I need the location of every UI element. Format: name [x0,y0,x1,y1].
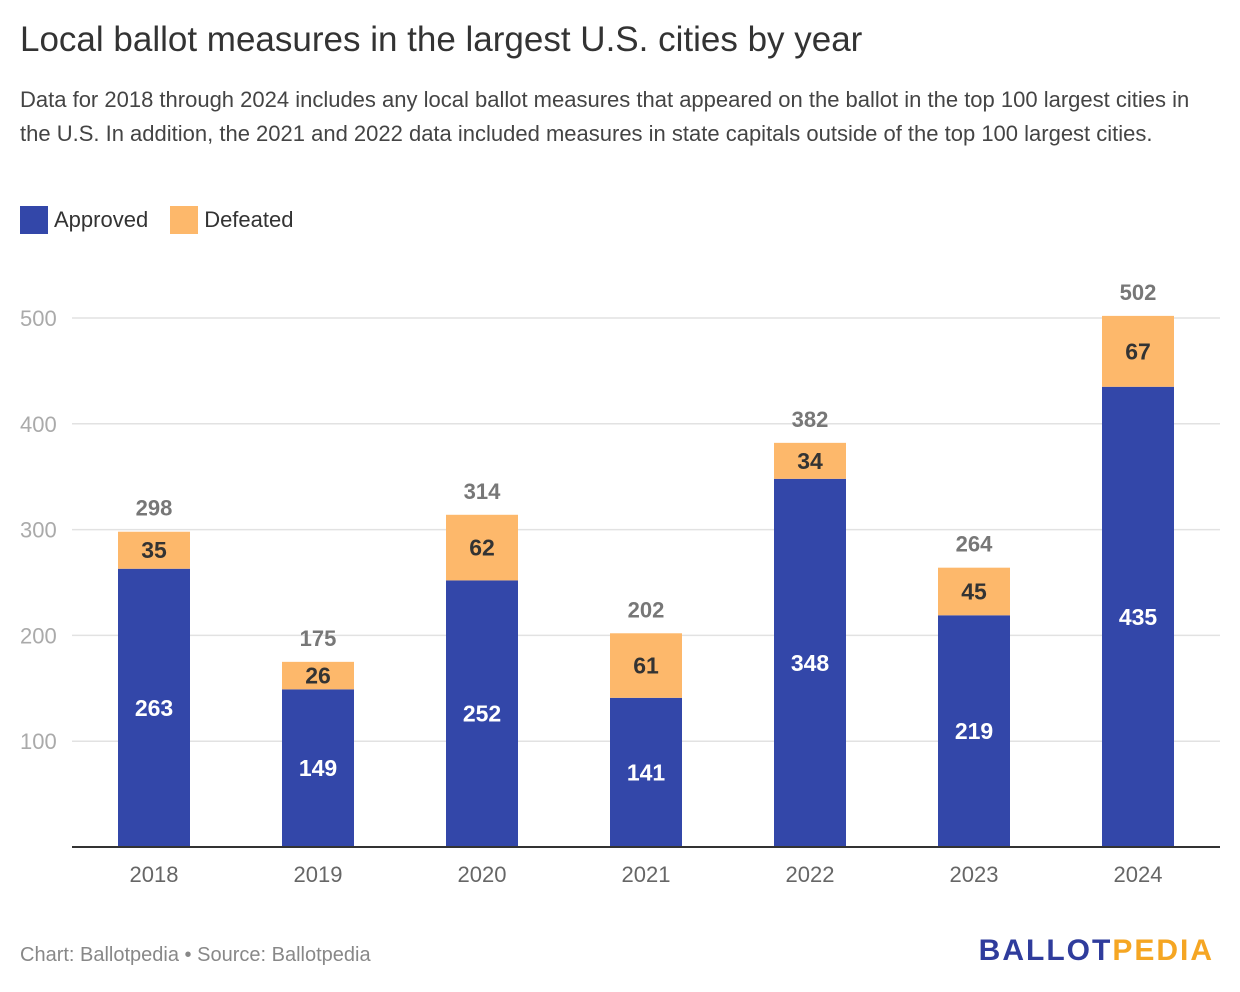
x-tick-label: 2018 [130,862,179,887]
bar-approved [774,478,846,847]
logo-part-pedia: PEDIA [1112,934,1214,967]
data-label-total: 502 [1120,280,1157,305]
bar-defeated [938,567,1010,616]
bar-defeated [1102,315,1174,387]
footer-credit: Chart: Ballotpedia [20,944,179,966]
data-label-defeated: 61 [633,653,659,679]
logo-part-ballot: BALLOT [978,934,1113,967]
data-label-approved: 435 [1119,604,1158,630]
data-label-defeated: 62 [469,535,495,561]
bar-defeated [118,531,190,569]
x-tick-label: 2022 [786,862,835,887]
data-label-total: 382 [792,407,829,432]
bar-approved [1102,386,1174,847]
y-tick-label: 300 [20,518,57,543]
legend-label-approved: Approved [54,207,149,232]
data-label-approved: 149 [299,755,337,781]
data-label-total: 298 [136,496,173,521]
footer-separator: • [184,944,192,966]
bar-defeated [610,633,682,698]
footer-source: Source: Ballotpedia [197,944,371,966]
bar-defeated [446,514,518,581]
data-label-approved: 263 [135,695,173,721]
y-tick-label: 100 [20,729,57,754]
chart-footer: Chart: Ballotpedia • Source: Ballotpedia [20,944,371,967]
bar-approved [610,697,682,847]
legend-label-defeated: Defeated [204,207,294,232]
bar-defeated [774,442,846,479]
data-label-defeated: 45 [961,578,987,604]
bar-defeated [282,661,354,690]
data-label-defeated: 34 [797,448,823,474]
bar-approved [938,615,1010,847]
data-label-total: 175 [300,626,337,651]
x-tick-label: 2024 [1114,862,1163,887]
data-label-approved: 219 [955,718,993,744]
data-label-defeated: 26 [305,663,331,689]
data-label-total: 202 [628,597,665,622]
legend-item-approved: Approved [20,206,148,234]
chart-subtitle: Data for 2018 through 2024 includes any … [20,87,1190,146]
legend: Approved Defeated [20,206,315,234]
legend-swatch-defeated [170,206,199,234]
data-label-approved: 141 [627,759,666,785]
data-label-defeated: 35 [141,537,167,563]
y-tick-label: 500 [20,306,57,331]
chart-title: Local ballot measures in the largest U.S… [20,20,863,59]
data-label-approved: 252 [463,701,501,727]
ballotpedia-logo: BALLOTPEDIA [979,934,1214,968]
bar-approved [446,580,518,847]
x-tick-label: 2020 [458,862,507,887]
data-label-total: 314 [464,479,501,504]
y-tick-label: 400 [20,412,57,437]
data-label-approved: 348 [791,650,830,676]
y-tick-label: 200 [20,623,57,648]
bar-chart: 100 200 300 400 500 263 35 298 2018 149 26 175 2019 2… [20,280,1220,887]
x-tick-label: 2019 [294,862,343,887]
x-tick-label: 2023 [950,862,999,887]
bar-approved [118,568,190,847]
x-tick-label: 2021 [622,862,671,887]
legend-swatch-approved [20,206,48,234]
bar-approved [282,689,354,847]
data-label-defeated: 67 [1125,338,1151,364]
legend-item-defeated: Defeated [170,206,293,234]
data-label-total: 264 [956,532,993,557]
